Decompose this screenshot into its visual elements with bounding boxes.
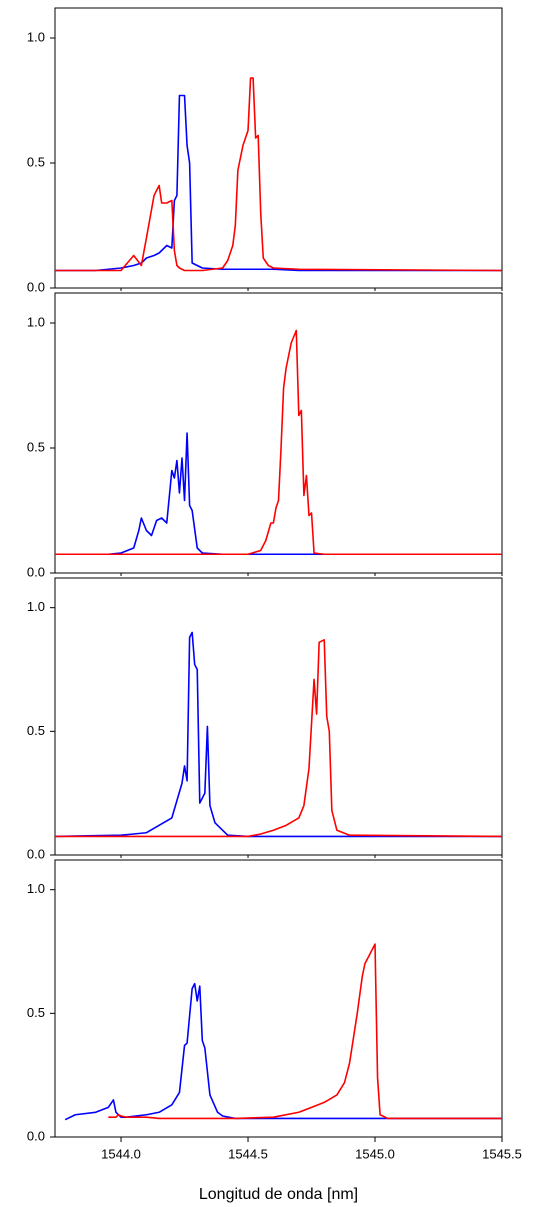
y-tick-label: 0.5	[27, 723, 45, 738]
y-tick-label: 0.5	[27, 154, 45, 169]
y-tick-label: 0.5	[27, 1005, 45, 1020]
y-tick-label: 1.0	[27, 314, 45, 329]
x-tick-label: 1544.5	[228, 1146, 268, 1161]
plot-frame	[54, 7, 503, 289]
x-tick-label: 1545.5	[482, 1146, 522, 1161]
spectrum-line	[108, 943, 502, 1120]
plot-frame	[54, 577, 503, 856]
plot-frame	[54, 859, 503, 1138]
x-tick-label: 1545.0	[355, 1146, 395, 1161]
y-tick-label: 1.0	[27, 881, 45, 896]
y-tick-label: 1.0	[27, 29, 45, 44]
x-axis-label: Longitud de onda [nm]	[199, 1186, 358, 1203]
y-tick-label: 0.5	[27, 439, 45, 454]
y-tick-label: 0.0	[27, 279, 45, 294]
spectrum-line	[55, 77, 503, 272]
spectrum-line	[54, 631, 502, 838]
spectrum-line	[64, 982, 502, 1121]
spectrum-line	[55, 329, 502, 556]
plot-frame	[54, 292, 503, 574]
y-tick-label: 0.0	[27, 564, 45, 579]
y-tick-label: 1.0	[27, 599, 45, 614]
spectrum-line	[55, 94, 502, 272]
y-tick-label: 0.0	[27, 1128, 45, 1143]
spectrum-line	[55, 639, 503, 838]
y-tick-label: 0.0	[27, 846, 45, 861]
x-tick-label: 1544.0	[101, 1146, 141, 1161]
